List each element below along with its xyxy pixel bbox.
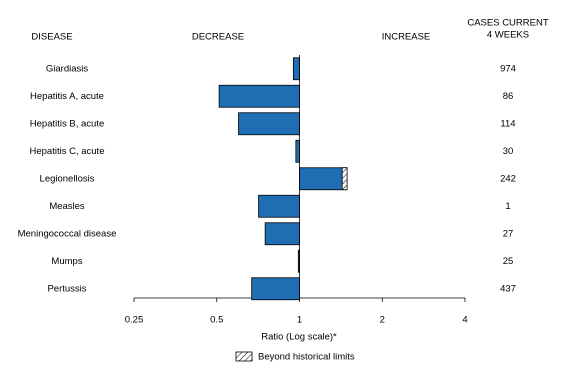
header-decrease: DECREASE bbox=[192, 32, 244, 43]
header-cases: CASES CURRENT bbox=[467, 18, 548, 29]
category-label: Giardiasis bbox=[46, 63, 88, 74]
bar bbox=[264, 222, 300, 246]
x-tick-label: 0.5 bbox=[210, 315, 223, 326]
category-label: Hepatitis A, acute bbox=[30, 91, 104, 102]
category-label: Measles bbox=[49, 201, 85, 212]
bar bbox=[292, 57, 300, 81]
bar bbox=[258, 194, 300, 218]
cases-value: 86 bbox=[503, 91, 514, 102]
category-label: Mumps bbox=[51, 256, 82, 267]
x-tick-label: 2 bbox=[380, 315, 385, 326]
cases-value: 27 bbox=[503, 228, 514, 239]
legend-label: Beyond historical limits bbox=[258, 352, 355, 363]
legend-swatch bbox=[235, 351, 253, 362]
category-label: Pertussis bbox=[47, 283, 86, 294]
cases-value: 114 bbox=[500, 118, 515, 129]
x-tick-label: 4 bbox=[462, 315, 467, 326]
category-label: Legionellosis bbox=[40, 173, 95, 184]
header-cases: 4 WEEKS bbox=[487, 30, 529, 41]
x-axis-label: Ratio (Log scale)* bbox=[261, 332, 337, 343]
cases-value: 242 bbox=[500, 173, 516, 184]
category-label: Meningococcal disease bbox=[18, 228, 117, 239]
cases-value: 974 bbox=[500, 63, 516, 74]
bar bbox=[299, 167, 348, 191]
bar bbox=[218, 84, 300, 108]
category-label: Hepatitis C, acute bbox=[30, 146, 105, 157]
category-label: Hepatitis B, acute bbox=[30, 118, 104, 129]
bar bbox=[251, 277, 300, 301]
bar bbox=[295, 139, 300, 163]
header-increase: INCREASE bbox=[382, 32, 431, 43]
x-tick-label: 0.25 bbox=[125, 315, 144, 326]
header-disease: DISEASE bbox=[31, 32, 72, 43]
beyond-limits bbox=[341, 167, 348, 191]
bar bbox=[238, 112, 300, 136]
cases-value: 30 bbox=[503, 146, 514, 157]
cases-value: 25 bbox=[503, 256, 514, 267]
cases-value: 1 bbox=[505, 201, 510, 212]
x-tick-label: 1 bbox=[297, 315, 302, 326]
cases-value: 437 bbox=[500, 283, 516, 294]
